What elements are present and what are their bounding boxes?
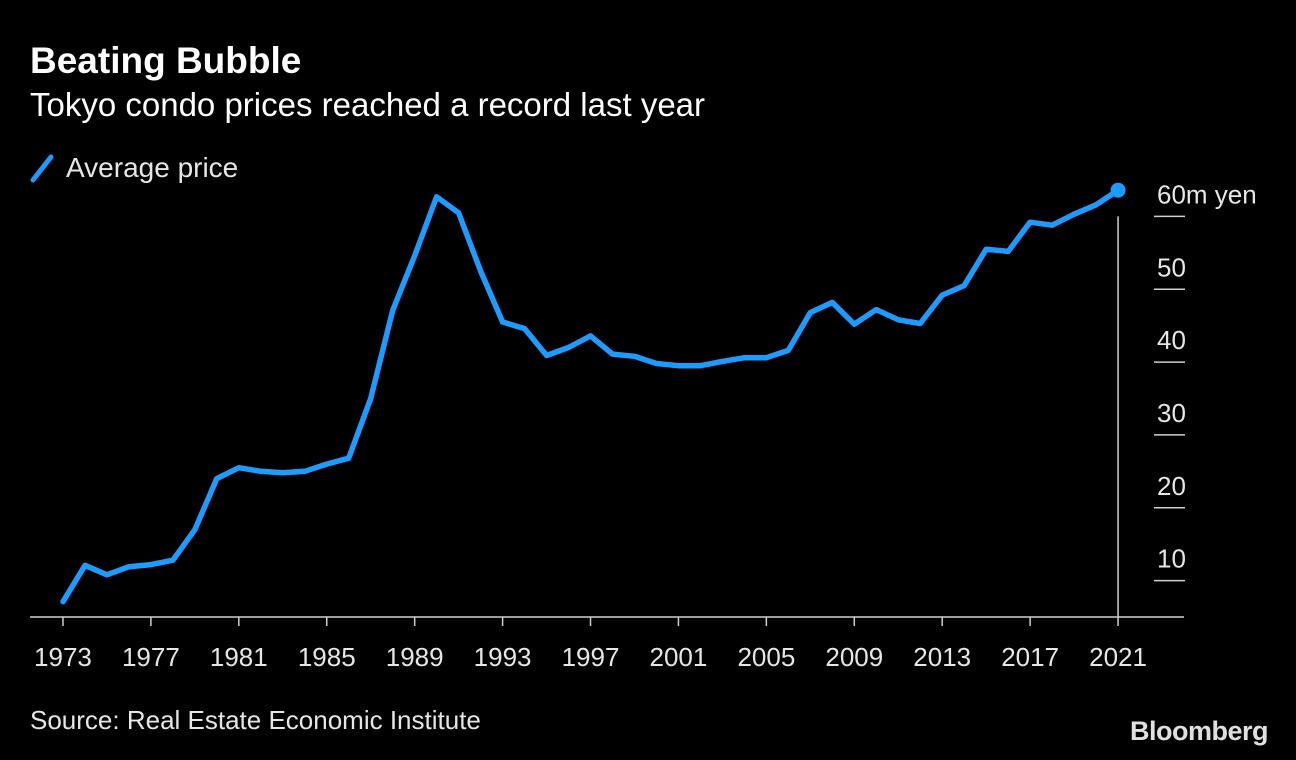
end-point-marker: [1110, 182, 1126, 198]
x-tick-label: 2009: [825, 642, 883, 672]
bloomberg-logo: Bloomberg: [1129, 716, 1269, 746]
x-tick-label: 1993: [474, 642, 532, 672]
x-tick-label: 2013: [913, 642, 971, 672]
x-tick-label: 1997: [562, 642, 620, 672]
legend-swatch-icon: [30, 154, 54, 183]
x-tick-label: 1973: [34, 642, 92, 672]
x-tick-label: 1985: [298, 642, 356, 672]
x-tick-label: 2005: [737, 642, 795, 672]
y-tick-label: 60m yen: [1157, 179, 1257, 209]
legend-label: Average price: [66, 152, 239, 183]
y-tick-label: 50: [1157, 252, 1186, 282]
x-tick-label: 1989: [386, 642, 444, 672]
y-tick-label: 10: [1157, 544, 1186, 574]
y-tick-label: 30: [1157, 398, 1186, 428]
x-tick-label: 1981: [210, 642, 268, 672]
legend: Average price: [30, 152, 238, 184]
x-tick-label: 2021: [1089, 642, 1147, 672]
chart-subtitle: Tokyo condo prices reached a record last…: [30, 86, 706, 123]
x-tick-label: 1977: [122, 642, 180, 672]
x-tick-label: 2001: [650, 642, 708, 672]
y-tick-label: 40: [1157, 325, 1186, 355]
x-tick-label: 2017: [1001, 642, 1059, 672]
chart-title: Beating Bubble: [30, 40, 302, 81]
source-note: Source: Real Estate Economic Institute: [30, 705, 481, 735]
series-line-average-price: [60, 187, 1121, 605]
y-tick-label: 20: [1157, 471, 1186, 501]
